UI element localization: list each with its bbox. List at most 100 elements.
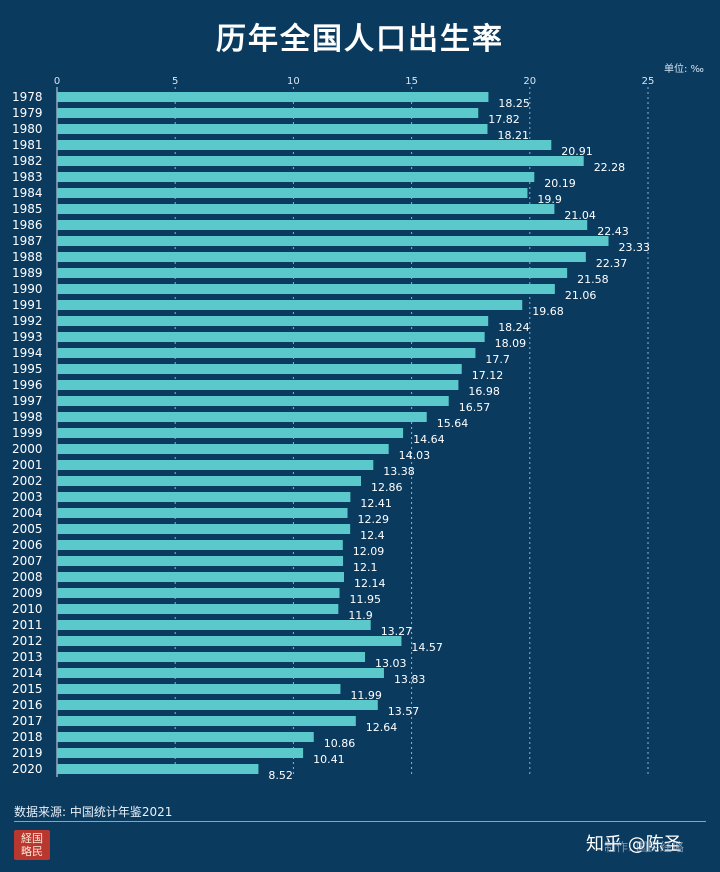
- value-label: 11.9: [348, 609, 373, 622]
- value-label: 13.03: [375, 657, 407, 670]
- bar: [57, 588, 340, 598]
- y-tick-label: 2011: [12, 618, 43, 632]
- bar: [57, 316, 489, 326]
- bar: [57, 268, 568, 278]
- value-label: 11.95: [349, 593, 381, 606]
- bar: [57, 140, 552, 150]
- value-label: 12.64: [366, 721, 398, 734]
- bar: [57, 764, 259, 774]
- bar: [57, 380, 459, 390]
- credit-watermark: 制作: 国民经略: [604, 840, 684, 854]
- y-tick-label: 2019: [12, 746, 43, 760]
- value-label: 21.04: [564, 209, 596, 222]
- value-label: 16.98: [468, 385, 500, 398]
- bar: [57, 636, 402, 646]
- y-tick-label: 2001: [12, 458, 43, 472]
- unit-label: 单位: ‰: [664, 64, 704, 75]
- value-label: 19.68: [532, 305, 564, 318]
- bar: [57, 156, 584, 166]
- value-label: 21.58: [577, 273, 609, 286]
- y-tick-label: 1983: [12, 170, 43, 184]
- y-tick-label: 2017: [12, 714, 43, 728]
- value-label: 12.09: [353, 545, 385, 558]
- x-tick-label: 5: [172, 76, 178, 87]
- y-tick-label: 1996: [12, 378, 43, 392]
- value-label: 13.27: [381, 625, 413, 638]
- bar: [57, 732, 314, 742]
- y-tick-label: 2016: [12, 698, 43, 712]
- y-tick-label: 2009: [12, 586, 43, 600]
- value-label: 13.38: [383, 465, 415, 478]
- y-tick-label: 1978: [12, 90, 43, 104]
- zhihu-watermark: 知乎 @陈圣: [586, 834, 682, 855]
- bar: [57, 92, 489, 102]
- value-label: 10.86: [324, 737, 356, 750]
- value-label: 21.06: [565, 289, 597, 302]
- value-label: 23.33: [619, 241, 651, 254]
- x-tick-label: 10: [287, 76, 300, 87]
- y-tick-label: 1995: [12, 362, 43, 376]
- y-tick-label: 1986: [12, 218, 43, 232]
- bar: [57, 460, 374, 470]
- bar: [57, 540, 343, 550]
- value-label: 13.57: [388, 705, 420, 718]
- x-tick-label: 20: [523, 76, 536, 87]
- value-label: 20.91: [561, 145, 593, 158]
- bar: [57, 748, 304, 758]
- value-label: 13.83: [394, 673, 426, 686]
- y-tick-label: 2004: [12, 506, 43, 520]
- x-tick-label: 0: [54, 76, 60, 87]
- y-tick-label: 2010: [12, 602, 43, 616]
- bar: [57, 652, 366, 662]
- value-label: 22.37: [596, 257, 628, 270]
- value-label: 14.03: [399, 449, 431, 462]
- logo-seal: 経国 略民: [14, 830, 50, 860]
- y-tick-label: 2014: [12, 666, 43, 680]
- y-tick-label: 2015: [12, 682, 43, 696]
- y-tick-label: 1992: [12, 314, 43, 328]
- value-label: 18.21: [497, 129, 528, 142]
- y-tick-label: 2008: [12, 570, 43, 584]
- data-source: 数据来源: 中国统计年鉴2021: [14, 805, 173, 819]
- y-tick-label: 1979: [12, 106, 43, 120]
- value-label: 18.25: [498, 97, 530, 110]
- y-tick-label: 2006: [12, 538, 43, 552]
- bar: [57, 716, 356, 726]
- bar: [57, 348, 476, 358]
- y-tick-label: 1985: [12, 202, 43, 216]
- bar: [57, 492, 351, 502]
- value-label: 14.64: [413, 433, 445, 446]
- y-tick-label: 2020: [12, 762, 43, 776]
- value-label: 12.14: [354, 577, 386, 590]
- value-label: 17.82: [488, 113, 519, 126]
- bar: [57, 108, 479, 118]
- value-label: 10.41: [313, 753, 345, 766]
- value-label: 8.52: [268, 769, 293, 782]
- y-tick-label: 2003: [12, 490, 43, 504]
- bar-chart: 0 5 10 15 20 25 1978 18.25 1979 17.82 1980 18.21 198…: [12, 76, 655, 782]
- bar: [57, 524, 351, 534]
- value-label: 16.57: [459, 401, 491, 414]
- y-tick-label: 1984: [12, 186, 43, 200]
- y-tick-label: 2013: [12, 650, 43, 664]
- chart-title: 历年全国人口出生率: [216, 22, 504, 57]
- value-label: 12.86: [371, 481, 403, 494]
- bar: [57, 508, 348, 518]
- bar: [57, 668, 384, 678]
- bar: [57, 172, 535, 182]
- bar: [57, 444, 389, 454]
- value-label: 12.4: [360, 529, 385, 542]
- bar: [57, 204, 555, 214]
- y-tick-label: 2000: [12, 442, 43, 456]
- value-label: 17.12: [472, 369, 504, 382]
- y-tick-label: 1988: [12, 250, 43, 264]
- bar: [57, 364, 462, 374]
- bar: [57, 684, 341, 694]
- y-tick-label: 1981: [12, 138, 43, 152]
- y-tick-label: 1993: [12, 330, 43, 344]
- value-label: 15.64: [437, 417, 469, 430]
- y-tick-label: 2012: [12, 634, 43, 648]
- value-label: 22.43: [597, 225, 629, 238]
- x-tick-label: 15: [405, 76, 418, 87]
- x-tick-label: 25: [642, 76, 655, 87]
